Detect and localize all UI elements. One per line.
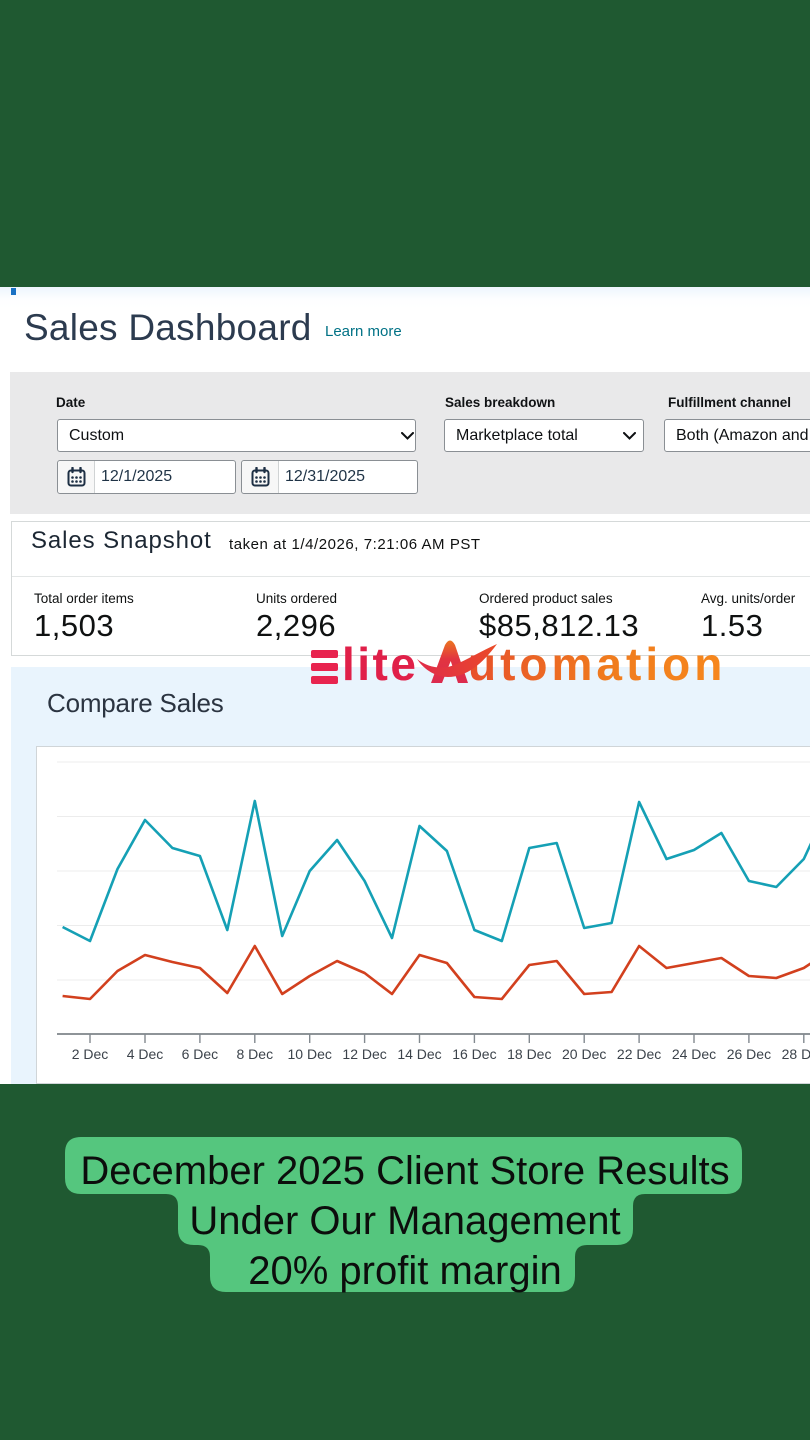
svg-text:28 Dec: 28 Dec (782, 1046, 810, 1062)
svg-text:2 Dec: 2 Dec (72, 1046, 109, 1062)
svg-text:16 Dec: 16 Dec (452, 1046, 496, 1062)
svg-text:6 Dec: 6 Dec (182, 1046, 219, 1062)
svg-text:24 Dec: 24 Dec (672, 1046, 716, 1062)
svg-text:10 Dec: 10 Dec (288, 1046, 332, 1062)
svg-text:8 Dec: 8 Dec (237, 1046, 274, 1062)
svg-text:20 Dec: 20 Dec (562, 1046, 606, 1062)
svg-text:18 Dec: 18 Dec (507, 1046, 551, 1062)
svg-text:14 Dec: 14 Dec (397, 1046, 441, 1062)
svg-text:26 Dec: 26 Dec (727, 1046, 771, 1062)
svg-text:4 Dec: 4 Dec (127, 1046, 164, 1062)
svg-text:22 Dec: 22 Dec (617, 1046, 661, 1062)
svg-text:12 Dec: 12 Dec (342, 1046, 386, 1062)
